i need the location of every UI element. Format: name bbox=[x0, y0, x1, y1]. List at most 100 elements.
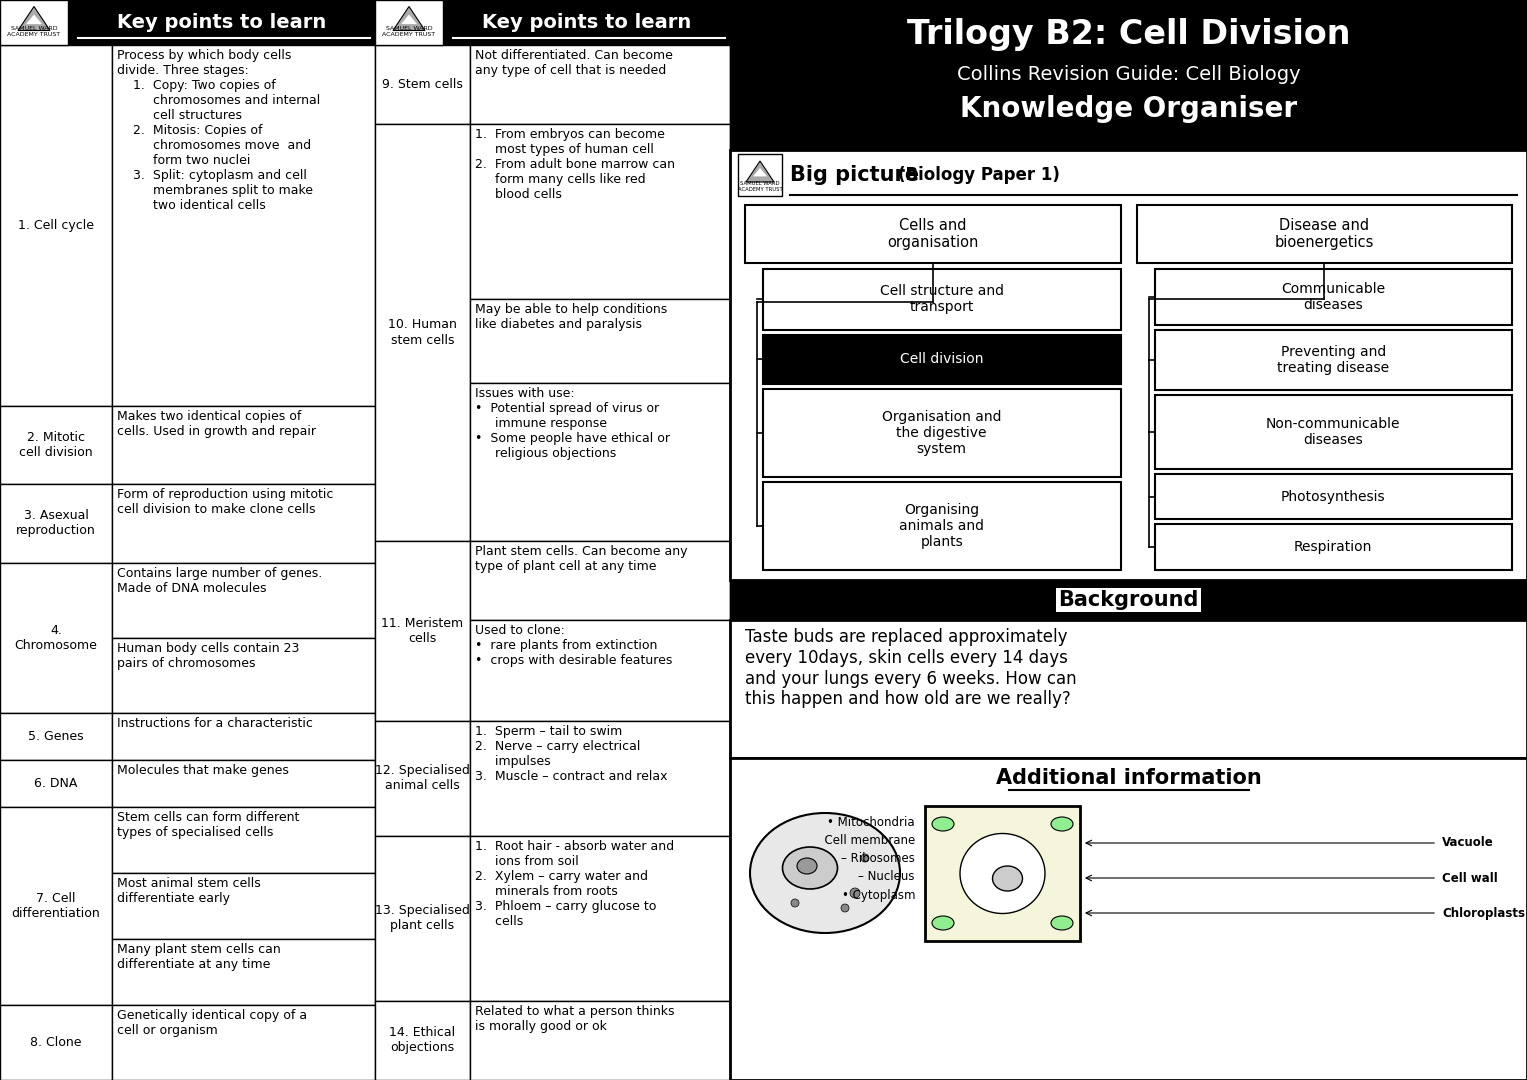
Text: Preventing and
treating disease: Preventing and treating disease bbox=[1277, 345, 1390, 375]
Bar bbox=[764, 269, 1121, 329]
Bar bbox=[0, 406, 111, 484]
Bar bbox=[0, 563, 111, 713]
Bar bbox=[730, 758, 1527, 1080]
Text: 7. Cell
differentiation: 7. Cell differentiation bbox=[12, 892, 101, 920]
Text: Many plant stem cells can
differentiate at any time: Many plant stem cells can differentiate … bbox=[118, 943, 281, 971]
Text: Respiration: Respiration bbox=[1293, 540, 1373, 554]
Text: Cell division: Cell division bbox=[899, 352, 983, 366]
Bar bbox=[0, 1004, 111, 1080]
Text: 9. Stem cells: 9. Stem cells bbox=[382, 78, 463, 91]
Text: Contains large number of genes.
Made of DNA molecules: Contains large number of genes. Made of … bbox=[118, 567, 322, 594]
Text: Collins Revision Guide: Cell Biology: Collins Revision Guide: Cell Biology bbox=[957, 65, 1301, 84]
Text: 14. Ethical
objections: 14. Ethical objections bbox=[389, 1026, 455, 1054]
Bar bbox=[111, 760, 376, 807]
Circle shape bbox=[841, 904, 849, 912]
Bar bbox=[111, 45, 376, 406]
Bar bbox=[470, 541, 730, 620]
Text: Used to clone:
•  rare plants from extinction
•  crops with desirable features: Used to clone: • rare plants from extinc… bbox=[475, 624, 672, 667]
Text: Human body cells contain 23
pairs of chromosomes: Human body cells contain 23 pairs of chr… bbox=[118, 642, 299, 670]
Bar bbox=[1154, 269, 1512, 325]
Bar bbox=[470, 45, 730, 124]
Bar bbox=[111, 873, 376, 939]
Text: 3. Asexual
reproduction: 3. Asexual reproduction bbox=[17, 510, 96, 537]
Bar bbox=[925, 806, 1080, 941]
Bar bbox=[1154, 474, 1512, 519]
Text: 1.  Sperm – tail to swim
2.  Nerve – carry electrical
     impulses
3.  Muscle –: 1. Sperm – tail to swim 2. Nerve – carry… bbox=[475, 725, 667, 783]
Ellipse shape bbox=[931, 916, 954, 930]
Text: Cell structure and
transport: Cell structure and transport bbox=[880, 284, 1003, 314]
Bar bbox=[376, 124, 470, 541]
Text: SAMUEL WARD
ACADEMY TRUST: SAMUEL WARD ACADEMY TRUST bbox=[382, 26, 435, 37]
Bar bbox=[730, 0, 1527, 150]
Text: • Mitochondria: • Mitochondria bbox=[828, 816, 915, 829]
Text: SAMUEL WARD
ACADEMY TRUST: SAMUEL WARD ACADEMY TRUST bbox=[8, 26, 61, 37]
Text: 13. Specialised
plant cells: 13. Specialised plant cells bbox=[376, 904, 470, 932]
Bar bbox=[111, 1004, 376, 1080]
Bar bbox=[111, 638, 376, 713]
Text: • Cytoplasm: • Cytoplasm bbox=[841, 889, 915, 902]
Bar bbox=[111, 807, 376, 873]
Polygon shape bbox=[18, 6, 50, 30]
Text: 10. Human
stem cells: 10. Human stem cells bbox=[388, 319, 457, 347]
Text: 11. Meristem
cells: 11. Meristem cells bbox=[382, 617, 464, 645]
Circle shape bbox=[791, 899, 799, 907]
Circle shape bbox=[861, 854, 869, 862]
Text: Photosynthesis: Photosynthesis bbox=[1281, 489, 1385, 503]
Bar bbox=[0, 45, 111, 406]
Bar bbox=[0, 0, 376, 45]
Text: Cell wall: Cell wall bbox=[1441, 872, 1498, 885]
Bar bbox=[1154, 525, 1512, 570]
Bar bbox=[0, 713, 111, 760]
Bar bbox=[764, 335, 1121, 384]
Bar bbox=[376, 720, 470, 836]
Bar bbox=[764, 389, 1121, 477]
Bar bbox=[111, 563, 376, 638]
Polygon shape bbox=[753, 168, 767, 176]
Text: Knowledge Organiser: Knowledge Organiser bbox=[960, 95, 1296, 123]
Bar bbox=[376, 1001, 470, 1080]
Text: Non-communicable
diseases: Non-communicable diseases bbox=[1266, 417, 1400, 447]
Bar bbox=[376, 45, 470, 124]
Text: Stem cells can form different
types of specialised cells: Stem cells can form different types of s… bbox=[118, 811, 299, 839]
Bar bbox=[730, 580, 1527, 620]
Text: Cells and
organisation: Cells and organisation bbox=[887, 218, 979, 251]
Bar bbox=[1136, 205, 1512, 264]
Bar bbox=[738, 154, 782, 195]
Text: 8. Clone: 8. Clone bbox=[31, 1036, 82, 1049]
Text: Background: Background bbox=[1058, 590, 1199, 610]
Text: Form of reproduction using mitotic
cell division to make clone cells: Form of reproduction using mitotic cell … bbox=[118, 488, 333, 516]
Text: – Nucleus: – Nucleus bbox=[858, 870, 915, 883]
Bar bbox=[111, 406, 376, 484]
Bar bbox=[470, 1001, 730, 1080]
Text: Not differentiated. Can become
any type of cell that is needed: Not differentiated. Can become any type … bbox=[475, 49, 673, 77]
Bar bbox=[376, 836, 470, 1001]
Text: – Ribosomes: – Ribosomes bbox=[841, 852, 915, 865]
Bar bbox=[470, 124, 730, 299]
Text: Vacuole: Vacuole bbox=[1441, 837, 1493, 850]
Ellipse shape bbox=[960, 834, 1044, 914]
Ellipse shape bbox=[797, 858, 817, 874]
Text: Process by which body cells
divide. Three stages:
    1.  Copy: Two copies of
  : Process by which body cells divide. Thre… bbox=[118, 49, 321, 212]
Text: 12. Specialised
animal cells: 12. Specialised animal cells bbox=[376, 765, 470, 792]
Text: 1. Cell cycle: 1. Cell cycle bbox=[18, 219, 95, 232]
Ellipse shape bbox=[931, 816, 954, 831]
Bar bbox=[0, 0, 69, 45]
Text: Key points to learn: Key points to learn bbox=[118, 13, 327, 32]
Text: Key points to learn: Key points to learn bbox=[483, 13, 692, 32]
Text: 1.  Root hair - absorb water and
     ions from soil
2.  Xylem – carry water and: 1. Root hair - absorb water and ions fro… bbox=[475, 839, 673, 928]
Polygon shape bbox=[747, 161, 774, 183]
Bar bbox=[0, 760, 111, 807]
Bar bbox=[764, 482, 1121, 570]
Bar bbox=[730, 150, 1527, 580]
Bar bbox=[376, 0, 730, 45]
Text: May be able to help conditions
like diabetes and paralysis: May be able to help conditions like diab… bbox=[475, 303, 667, 332]
Text: (Biology Paper 1): (Biology Paper 1) bbox=[898, 166, 1060, 184]
Bar bbox=[470, 299, 730, 382]
Ellipse shape bbox=[782, 847, 837, 889]
Ellipse shape bbox=[1051, 916, 1073, 930]
Text: SAMUEL WARD
ACADEMY TRUST: SAMUEL WARD ACADEMY TRUST bbox=[738, 181, 782, 192]
Ellipse shape bbox=[750, 813, 899, 933]
Bar bbox=[745, 205, 1121, 264]
Text: Organising
animals and
plants: Organising animals and plants bbox=[899, 503, 985, 550]
Bar bbox=[0, 807, 111, 1004]
